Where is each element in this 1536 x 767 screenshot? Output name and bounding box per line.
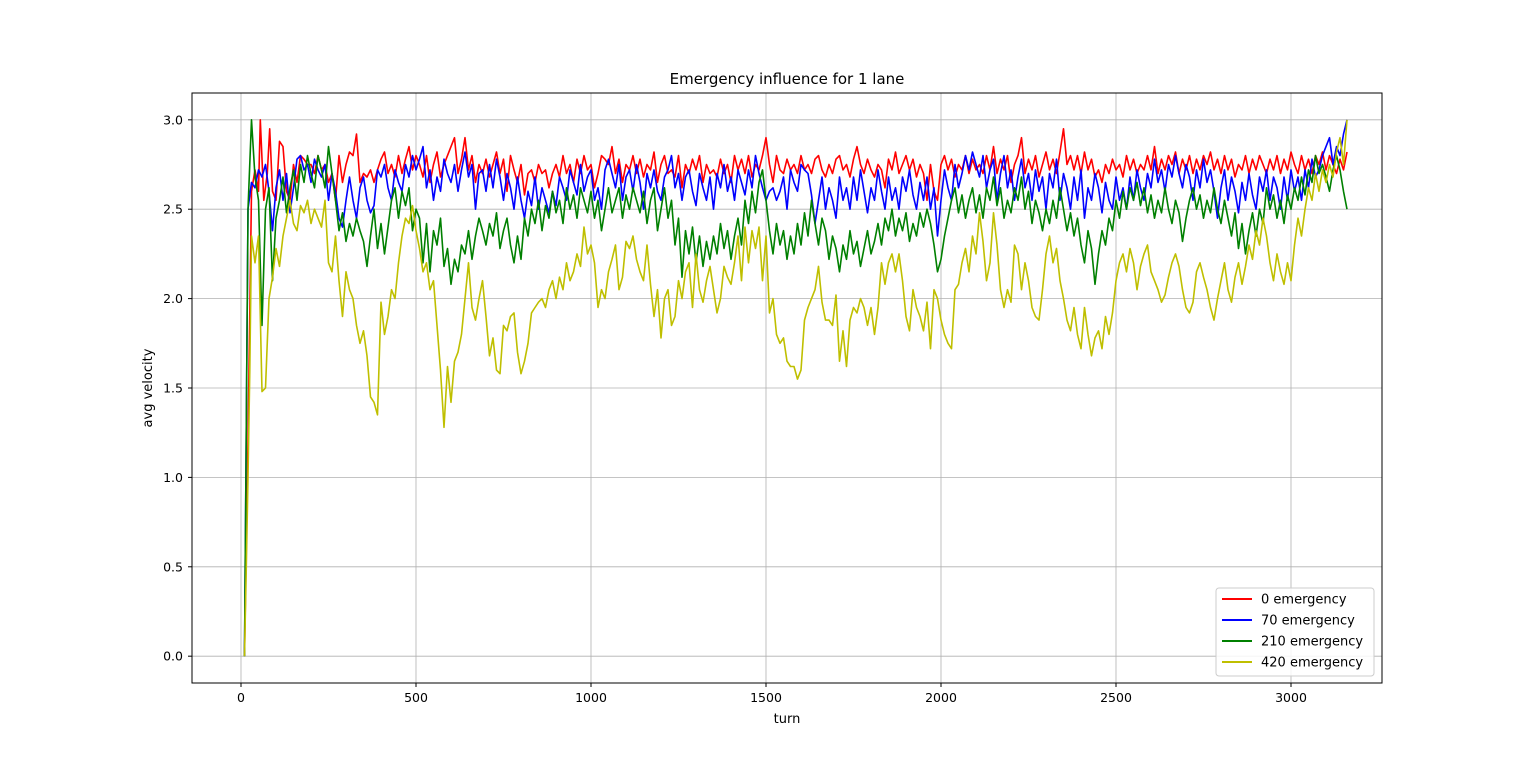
legend-label: 210 emergency <box>1261 635 1363 650</box>
legend-items: 0 emergency 70 emergency 210 emergency 420 … <box>1222 593 1363 671</box>
x-tick-label: 3000 <box>1275 690 1307 705</box>
legend-label: 70 emergency <box>1261 614 1355 629</box>
series-line-210-emergency <box>243 119 1348 657</box>
series-line-70-emergency <box>243 119 1348 657</box>
x-tick-label: 500 <box>404 690 428 705</box>
x-tick-label: 0 <box>237 690 245 705</box>
y-tick-label: 0.0 <box>163 649 183 664</box>
y-tick-label: 2.5 <box>163 202 183 217</box>
axis-ticks: 0 500 1000 1500 2000 2500 3000 0.0 0.5 1.0 1.5 2.0 2… <box>163 112 1307 705</box>
y-tick-label: 1.0 <box>163 470 183 485</box>
legend-box <box>1215 587 1375 677</box>
legend-label: 0 emergency <box>1261 593 1347 608</box>
x-axis-label: turn <box>774 712 801 727</box>
x-tick-label: 2500 <box>1100 690 1132 705</box>
chart-title: Emergency influence for 1 lane <box>670 70 905 88</box>
x-tick-label: 1000 <box>575 690 607 705</box>
legend: 0 emergency 70 emergency 210 emergency 420 … <box>1215 587 1375 677</box>
legend-label: 420 emergency <box>1261 656 1363 671</box>
x-tick-label: 1500 <box>750 690 782 705</box>
y-tick-label: 0.5 <box>163 559 183 574</box>
x-tick-label: 2000 <box>925 690 957 705</box>
y-tick-label: 2.0 <box>163 291 183 306</box>
series-layer <box>243 119 1348 657</box>
y-tick-label: 1.5 <box>163 381 183 396</box>
series-line-0-emergency <box>243 119 1348 657</box>
y-axis-label: avg velocity <box>141 348 156 427</box>
series-line-420-emergency <box>243 119 1348 657</box>
y-tick-label: 3.0 <box>163 112 183 127</box>
